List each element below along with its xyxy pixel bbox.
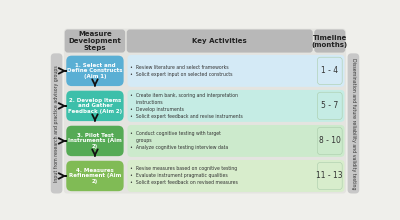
FancyBboxPatch shape [348, 53, 359, 194]
Text: 11 - 13: 11 - 13 [316, 171, 343, 180]
Text: •  Create item bank, scoring and interpretation
    instructions
•  Develop inst: • Create item bank, scoring and interpre… [130, 93, 242, 119]
FancyBboxPatch shape [64, 29, 346, 194]
Text: 1 - 4: 1 - 4 [321, 66, 338, 75]
FancyBboxPatch shape [65, 29, 125, 53]
Text: Key Activities: Key Activities [192, 38, 247, 44]
FancyBboxPatch shape [317, 57, 342, 84]
FancyBboxPatch shape [51, 53, 62, 194]
FancyBboxPatch shape [128, 125, 344, 157]
Text: Measure
Development
Steps: Measure Development Steps [68, 31, 121, 51]
Text: •  Review literature and select frameworks
•  Solicit expert input on selected c: • Review literature and select framework… [130, 65, 232, 77]
FancyBboxPatch shape [66, 91, 124, 121]
Text: 8 - 10: 8 - 10 [319, 136, 341, 145]
Text: 3. Pilot Test
Instruments (Aim
2): 3. Pilot Test Instruments (Aim 2) [68, 133, 122, 149]
FancyBboxPatch shape [317, 162, 342, 190]
FancyBboxPatch shape [314, 29, 345, 53]
Text: Dissemination and future reliability and validity testing: Dissemination and future reliability and… [351, 58, 356, 189]
Text: Timeline
(months): Timeline (months) [312, 35, 348, 48]
FancyBboxPatch shape [66, 56, 124, 86]
Text: •  Conduct cognitive testing with target
    groups
•  Analyze cognitive testing: • Conduct cognitive testing with target … [130, 131, 228, 150]
FancyBboxPatch shape [128, 90, 344, 122]
FancyBboxPatch shape [66, 126, 124, 156]
Text: Input from research and practice advisory groups: Input from research and practice advisor… [54, 65, 59, 182]
Text: 4. Measures
Refinement (Aim
2): 4. Measures Refinement (Aim 2) [69, 168, 121, 184]
FancyBboxPatch shape [66, 161, 124, 191]
FancyBboxPatch shape [317, 92, 342, 120]
FancyBboxPatch shape [128, 55, 344, 87]
Text: 2. Develop Items
and Gather
Feedback (Aim 2): 2. Develop Items and Gather Feedback (Ai… [68, 98, 122, 114]
Text: 1. Select and
Define Constructs
(Aim 1): 1. Select and Define Constructs (Aim 1) [67, 62, 123, 79]
FancyBboxPatch shape [128, 160, 344, 192]
FancyBboxPatch shape [317, 127, 342, 155]
FancyBboxPatch shape [127, 29, 313, 53]
Text: •  Revise measures based on cognitive testing
•  Evaluate instrument pragmatic q: • Revise measures based on cognitive tes… [130, 167, 238, 185]
Text: 5 - 7: 5 - 7 [321, 101, 338, 110]
